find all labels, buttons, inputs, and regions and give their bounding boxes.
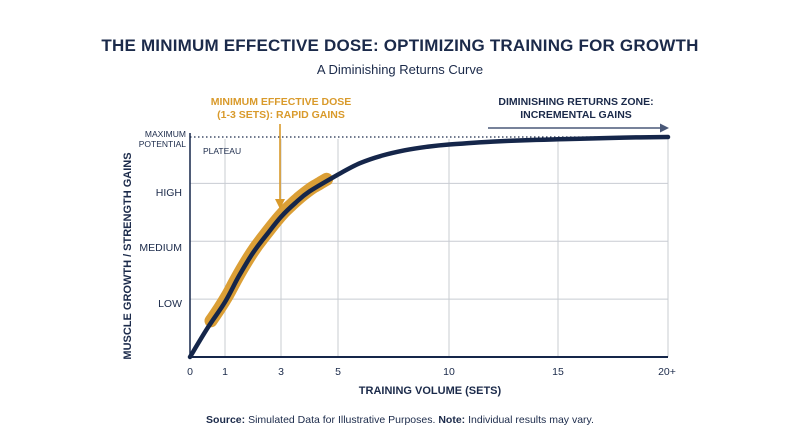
chart-title: THE MINIMUM EFFECTIVE DOSE: OPTIMIZING T… [101,36,699,55]
diminishing-returns-arrow-head [660,123,669,133]
x-tick-label-20: 20+ [658,366,676,378]
y-tick-label-high: HIGH [155,187,182,199]
annotation-minimum-dose-line2: (1-3 SETS): RAPID GAINS [217,109,345,121]
plateau-label: PLATEAU [203,146,242,156]
max-potential-line1: MAXIMUM [144,129,186,139]
x-tick-label-10: 10 [443,366,455,378]
y-tick-label-low: LOW [158,298,182,310]
x-axis-title: TRAINING VOLUME (SETS) [358,385,502,397]
annotation-diminishing-line2: INCREMENTAL GAINS [520,109,632,121]
max-potential-label: MAXIMUM POTENTIAL [120,129,186,149]
x-tick-label-15: 15 [552,366,564,378]
y-tick-label-medium: MEDIUM [139,242,182,254]
x-tick-label-3: 3 [278,366,284,378]
x-tick-label-0: 0 [187,366,193,378]
note-text: Individual results may vary. [468,414,594,426]
annotation-diminishing-returns: DIMINISHING RETURNS ZONE: INCREMENTAL GA… [486,96,666,122]
minimum-dose-arrow-head [275,199,285,209]
note-label: Note: [438,414,466,426]
x-tick-label-1: 1 [222,366,228,378]
growth-curve-line [187,134,671,360]
annotation-minimum-dose-line1: MINIMUM EFFECTIVE DOSE [210,96,352,108]
chart-subtitle: A Diminishing Returns Curve [316,62,484,77]
annotation-minimum-dose: MINIMUM EFFECTIVE DOSE (1-3 SETS): RAPID… [196,96,366,122]
source-label: Source: [206,414,246,426]
source-text: Simulated Data for Illustrative Purposes… [248,414,436,426]
max-potential-line2: POTENTIAL [138,139,186,149]
x-tick-label-5: 5 [335,366,341,378]
annotation-diminishing-line1: DIMINISHING RETURNS ZONE: [498,96,654,108]
y-axis-title: MUSCLE GROWTH / STRENGTH GAINS [122,152,134,360]
source-note: Source: Simulated Data for Illustrative … [0,414,800,426]
